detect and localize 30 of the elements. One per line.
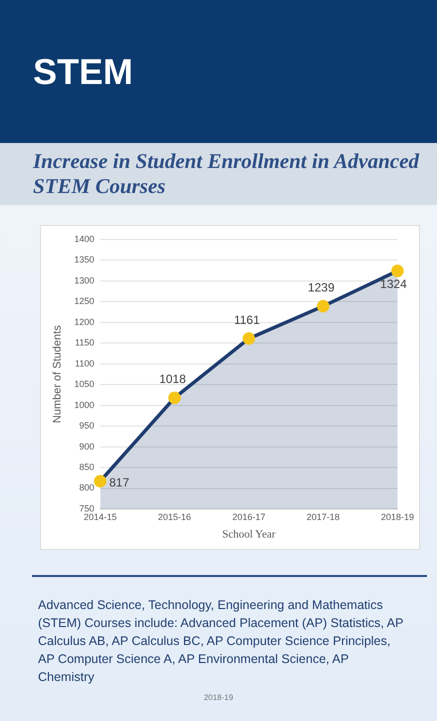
- y-tick-label: 1050: [74, 379, 94, 390]
- y-tick-label: 950: [79, 420, 94, 431]
- y-tick-label: 800: [79, 482, 94, 493]
- x-tick-label: 2016-17: [232, 512, 266, 522]
- y-tick-label: 1300: [74, 275, 94, 286]
- data-label: 1161: [234, 312, 260, 327]
- x-tick-label: 2015-16: [158, 512, 192, 522]
- y-tick-label: 1150: [74, 338, 94, 348]
- data-label: 817: [109, 476, 130, 490]
- text: 2018-19: [202, 693, 234, 702]
- data-label: 1018: [159, 372, 186, 386]
- x-tick-label: 2017-18: [306, 512, 340, 522]
- y-tick-label: 1000: [74, 400, 94, 410]
- y-tick-label: 750: [79, 503, 94, 514]
- chart-subtitle: Increase in Student Enrollment in Advanced STEM Courses: [33, 149, 420, 199]
- x-tick-label: 2018-19: [380, 512, 414, 522]
- y-tick-label: 1250: [74, 296, 94, 306]
- y-axis-title: Number of Students: [52, 324, 64, 424]
- y-tick-label: 900: [79, 441, 94, 452]
- y-tick-label: 850: [79, 462, 94, 472]
- x-axis-title: School Year: [222, 528, 276, 540]
- y-tick-label: 1350: [74, 254, 94, 265]
- data-label: 1324: [380, 277, 408, 292]
- y-tick-label: 1100: [74, 358, 94, 368]
- data-label: 1239: [308, 280, 335, 294]
- text: Advanced Science, Technology, Engineering and Mathematics (STEM) Courses include: Advanced Placement (AP) Statistics, AP Calculus AB, AP Calculus BC, AP Computer Science Principles, AP Computer Science A, AP Environmental Science, AP Chemistry: [38, 597, 404, 686]
- x-tick-label: 2014-15: [84, 512, 117, 522]
- y-tick-label: 1200: [74, 316, 94, 327]
- chart-title: STEM: [33, 50, 134, 92]
- y-tick-label: 1400: [74, 234, 94, 244]
